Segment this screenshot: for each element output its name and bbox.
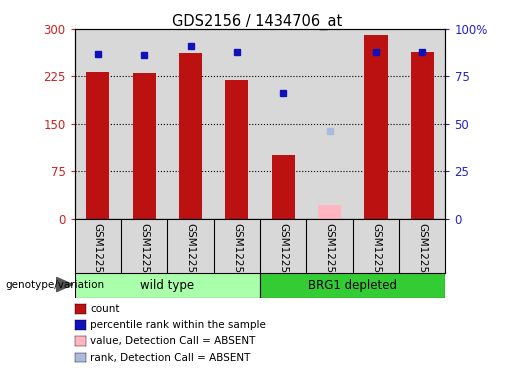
Text: GSM122519: GSM122519 (93, 223, 103, 286)
Bar (179, 53, 202, 219)
Bar (86, 72, 109, 219)
Bar (410, 52, 434, 219)
Bar (133, 73, 156, 219)
Text: GSM122524: GSM122524 (324, 223, 335, 286)
Text: wild type: wild type (140, 279, 195, 291)
Text: GDS2156 / 1434706_at: GDS2156 / 1434706_at (173, 13, 342, 30)
Bar (75, 273, 260, 298)
Text: GSM122525: GSM122525 (371, 223, 381, 286)
Text: genotype/variation: genotype/variation (5, 280, 104, 290)
Text: percentile rank within the sample: percentile rank within the sample (90, 320, 266, 330)
Text: GSM122521: GSM122521 (185, 223, 196, 286)
Bar (364, 35, 387, 219)
Bar (260, 273, 445, 298)
Text: BRG1 depleted: BRG1 depleted (308, 279, 397, 291)
Text: value, Detection Call = ABSENT: value, Detection Call = ABSENT (90, 336, 255, 346)
Text: count: count (90, 304, 119, 314)
Text: GSM122520: GSM122520 (139, 223, 149, 286)
Bar (318, 205, 341, 219)
Polygon shape (57, 277, 73, 292)
Bar (272, 155, 295, 219)
Text: GSM122523: GSM122523 (278, 223, 288, 286)
Bar (226, 80, 248, 219)
Text: GSM122522: GSM122522 (232, 223, 242, 286)
Text: GSM122526: GSM122526 (417, 223, 427, 286)
Text: rank, Detection Call = ABSENT: rank, Detection Call = ABSENT (90, 353, 250, 362)
